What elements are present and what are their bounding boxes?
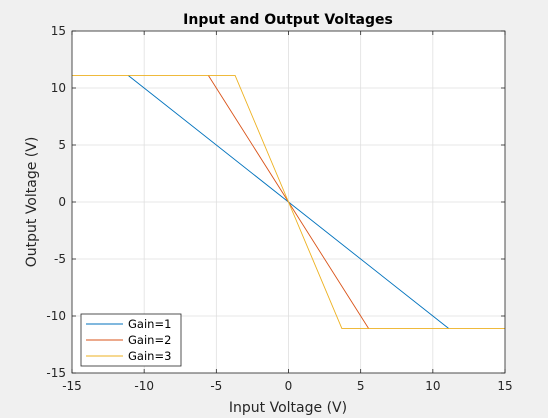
x-tick-label: 10 <box>425 379 440 393</box>
x-tick-label: -15 <box>62 379 82 393</box>
legend-label-1: Gain=1 <box>128 317 171 331</box>
y-tick-label: -10 <box>46 309 66 323</box>
legend-label-2: Gain=2 <box>128 333 171 347</box>
y-axis-label: Output Voltage (V) <box>24 137 40 268</box>
series-line-3 <box>72 75 505 329</box>
legend-label-3: Gain=3 <box>128 349 171 363</box>
y-tick-label: -5 <box>54 252 66 266</box>
y-tick-label: 10 <box>51 81 66 95</box>
x-tick-label: -5 <box>210 379 222 393</box>
y-tick-label: 15 <box>51 24 66 38</box>
x-axis-label: Input Voltage (V) <box>229 400 347 416</box>
y-tick-label: -15 <box>46 366 66 380</box>
chart-title: Input and Output Voltages <box>183 12 393 28</box>
x-tick-label: 5 <box>357 379 365 393</box>
ticks <box>71 30 506 374</box>
tick-labels: -15 -10 -5 0 5 10 15 -15 -10 -5 0 5 10 15 <box>46 24 512 393</box>
x-tick-label: -10 <box>134 379 154 393</box>
x-tick-label: 15 <box>497 379 512 393</box>
y-tick-label: 0 <box>58 195 66 209</box>
series-layer <box>72 75 505 329</box>
x-tick-label: 0 <box>285 379 293 393</box>
legend: Gain=1 Gain=2 Gain=3 <box>80 313 182 367</box>
y-tick-label: 5 <box>58 138 66 152</box>
